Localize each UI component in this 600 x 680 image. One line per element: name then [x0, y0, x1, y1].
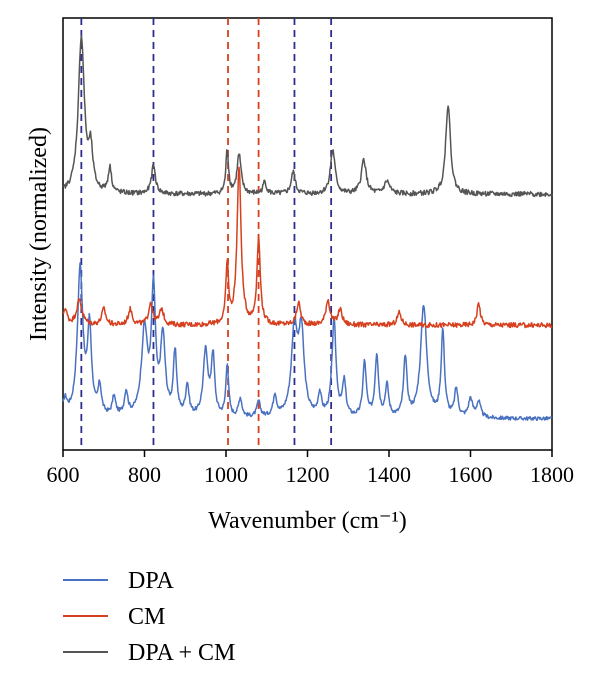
x-tick-label: 1600: [449, 462, 493, 487]
series-line-2: [62, 166, 553, 329]
x-tick-label: 1200: [286, 462, 330, 487]
series-line-3: [62, 35, 553, 198]
legend-label: DPA: [128, 568, 174, 594]
legend-item: DPA + CM: [63, 640, 235, 666]
legend-label: DPA + CM: [128, 640, 235, 666]
legend-label: CM: [128, 604, 165, 630]
x-tick-label: 1400: [367, 462, 411, 487]
legend-item: CM: [63, 604, 165, 630]
x-axis-title: Wavenumber (cm⁻¹): [208, 508, 407, 534]
reference-lines: [80, 18, 333, 450]
series-line-1: [62, 262, 553, 421]
x-tick-label: 800: [128, 462, 161, 487]
series-lines: [62, 35, 553, 421]
x-tick-label: 1000: [204, 462, 248, 487]
legend-item: DPA: [63, 568, 174, 594]
x-axis-ticks: 600 800 1000 1200 1400 1600 1800: [47, 450, 574, 487]
x-tick-label: 600: [47, 462, 80, 487]
y-axis-title: Intensity (normalized): [26, 127, 52, 341]
legend: DPA CM DPA + CM: [63, 568, 235, 666]
plot-area: 600 800 1000 1200 1400 1600 1800: [47, 17, 574, 487]
x-tick-label: 1800: [530, 462, 574, 487]
plot-frame: [62, 17, 553, 451]
